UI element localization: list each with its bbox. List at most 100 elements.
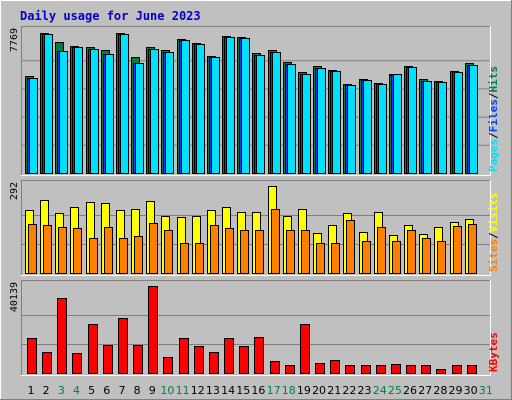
x-tick-label: 16	[251, 384, 265, 397]
x-tick-label: 1	[28, 384, 35, 397]
x-tick-label: 9	[149, 384, 156, 397]
bar-kbytes	[148, 286, 158, 374]
x-tick-label: 20	[312, 384, 326, 397]
bar-kbytes	[270, 361, 280, 374]
bar-kbytes	[421, 365, 431, 374]
x-tick-label: 31	[479, 384, 493, 397]
legend-separator: /	[487, 132, 500, 139]
bar-sites	[240, 230, 249, 274]
bar-pages	[332, 71, 341, 174]
x-tick-label: 6	[103, 384, 110, 397]
x-tick-label: 4	[73, 384, 80, 397]
x-tick-label: 21	[327, 384, 341, 397]
x-tick-label: 10	[160, 384, 174, 397]
legend-item: Hits	[487, 66, 500, 93]
x-tick-label: 2	[43, 384, 50, 397]
bar-sites	[286, 230, 295, 274]
legend-item: Visits	[487, 193, 500, 233]
bar-pages	[90, 49, 99, 174]
legend-separator: /	[487, 92, 500, 99]
bar-pages	[393, 74, 402, 174]
bar-sites	[73, 228, 82, 274]
bar-pages	[454, 72, 463, 174]
y-axis-max-label: 7769	[9, 28, 20, 52]
bar-kbytes	[376, 365, 386, 374]
bar-kbytes	[103, 345, 113, 374]
x-tick-label: 25	[388, 384, 402, 397]
bar-pages	[196, 44, 205, 174]
bar-kbytes	[42, 352, 52, 374]
bar-sites	[210, 225, 219, 274]
x-tick-label: 8	[134, 384, 141, 397]
bar-sites	[104, 227, 113, 274]
bar-pages	[363, 80, 372, 174]
panel-3: 40139 KBytes	[9, 280, 500, 376]
x-tick-label: 23	[358, 384, 372, 397]
bar-kbytes	[300, 324, 310, 374]
bar-kbytes	[467, 365, 477, 374]
bar-sites	[164, 230, 173, 274]
bar-pages	[135, 63, 144, 174]
bar-kbytes	[179, 338, 189, 374]
legend-item: Pages	[487, 139, 500, 172]
bar-pages	[29, 78, 38, 174]
bar-kbytes	[57, 298, 67, 374]
chart-panels: 7769Pages/Files/Hits292Sites/Visits40139…	[9, 26, 500, 376]
bar-kbytes	[285, 365, 295, 374]
bar-pages	[378, 84, 387, 174]
x-tick-label: 7	[118, 384, 125, 397]
bar-sites	[468, 224, 477, 274]
legend-item: Files	[487, 99, 500, 132]
x-tick-label: 12	[191, 384, 205, 397]
x-axis-labels: 1 2 3 4 5 6 7 8 9 10 11 12 13 14 15 16 17 18 19 20 21 22 23 24 2…	[28, 384, 493, 397]
bar-pages	[287, 64, 296, 174]
bar-pages	[105, 54, 114, 174]
bar-sites	[407, 230, 416, 274]
bar-kbytes	[163, 357, 173, 374]
bar-kbytes	[118, 318, 128, 374]
bar-pages	[181, 40, 190, 174]
x-tick-label: 17	[267, 384, 281, 397]
x-tick-label: 15	[236, 384, 250, 397]
bar-kbytes	[361, 365, 371, 374]
legend: Sites/Visits	[487, 193, 500, 273]
bar-sites	[225, 228, 234, 274]
bar-kbytes	[133, 345, 143, 374]
x-tick-label: 27	[418, 384, 432, 397]
bar-kbytes	[72, 353, 82, 374]
bar-sites	[28, 224, 37, 274]
bar-sites	[362, 241, 371, 274]
x-tick-label: 3	[58, 384, 65, 397]
bar-sites	[119, 238, 128, 274]
x-tick-label: 26	[403, 384, 417, 397]
bar-kbytes	[254, 337, 264, 374]
bar-pages	[59, 51, 68, 174]
legend: Pages/Files/Hits	[487, 66, 500, 172]
bar-pages	[423, 81, 432, 174]
bar-kbytes	[209, 352, 219, 374]
bar-pages	[226, 37, 235, 174]
y-axis-max-label: 292	[9, 182, 20, 200]
x-tick-label: 30	[464, 384, 478, 397]
x-tick-label: 11	[176, 384, 190, 397]
bar-pages	[438, 82, 447, 174]
bar-kbytes	[330, 360, 340, 374]
bar-sites	[149, 223, 158, 274]
bar-pages	[150, 49, 159, 174]
x-tick-label: 19	[297, 384, 311, 397]
panel-2: 292 Sites/Visits	[9, 180, 500, 276]
bar-sites	[437, 241, 446, 274]
x-tick-label: 14	[221, 384, 235, 397]
bar-kbytes	[239, 346, 249, 374]
bar-pages	[317, 68, 326, 174]
bar-sites	[331, 243, 340, 274]
bar-sites	[301, 230, 310, 274]
bar-kbytes	[27, 338, 37, 374]
bar-pages	[44, 34, 53, 174]
bar-pages	[408, 67, 417, 174]
bar-sites	[316, 243, 325, 274]
chart-title: Daily usage for June 2023	[20, 9, 201, 23]
bar-sites	[43, 225, 52, 274]
